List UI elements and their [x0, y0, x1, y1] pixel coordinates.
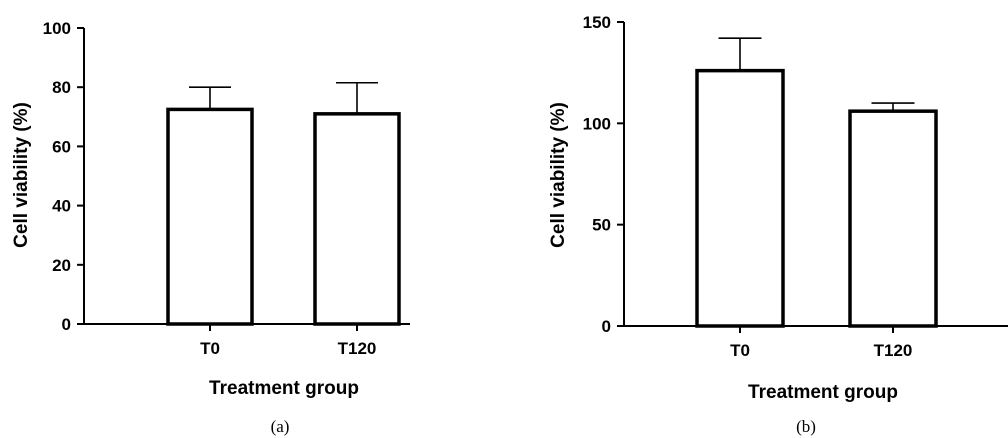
y-tick-label-a-2: 40	[52, 197, 71, 216]
panel-label-a: (a)	[271, 417, 290, 436]
y-tick-label-b-3: 150	[583, 13, 611, 32]
y-tick-label-b-0: 0	[602, 317, 611, 336]
y-tick-label-a-4: 80	[52, 78, 71, 97]
y-tick-label-a-1: 20	[52, 256, 71, 275]
y-axis-title-b: Cell viability (%)	[548, 102, 569, 248]
x-tick-label-a-0: T0	[200, 339, 220, 358]
chart-panel-b: Treatment group Cell viability (%) (b) 0…	[548, 13, 1008, 436]
bar-a-T120	[313, 112, 401, 326]
x-tick-label-b-1: T120	[874, 341, 913, 360]
bar-a-T0	[166, 107, 254, 326]
y-tick-label-a-5: 100	[43, 19, 71, 38]
bar-b-T0	[695, 68, 785, 328]
chart-panel-a: Treatment group Cell viability (%) (a) 0…	[11, 19, 410, 436]
panel-label-b: (b)	[796, 417, 816, 436]
y-axis-title-a: Cell viability (%)	[11, 102, 32, 248]
y-tick-label-b-1: 50	[592, 216, 611, 235]
x-tick-label-a-1: T120	[338, 339, 377, 358]
bar-b-T120	[848, 109, 938, 328]
y-tick-label-a-3: 60	[52, 137, 71, 156]
x-axis-title-b: Treatment group	[748, 382, 898, 403]
y-tick-label-a-0: 0	[62, 315, 71, 334]
x-tick-label-b-0: T0	[730, 341, 750, 360]
y-tick-label-b-2: 100	[583, 114, 611, 133]
x-axis-title-a: Treatment group	[209, 378, 359, 399]
